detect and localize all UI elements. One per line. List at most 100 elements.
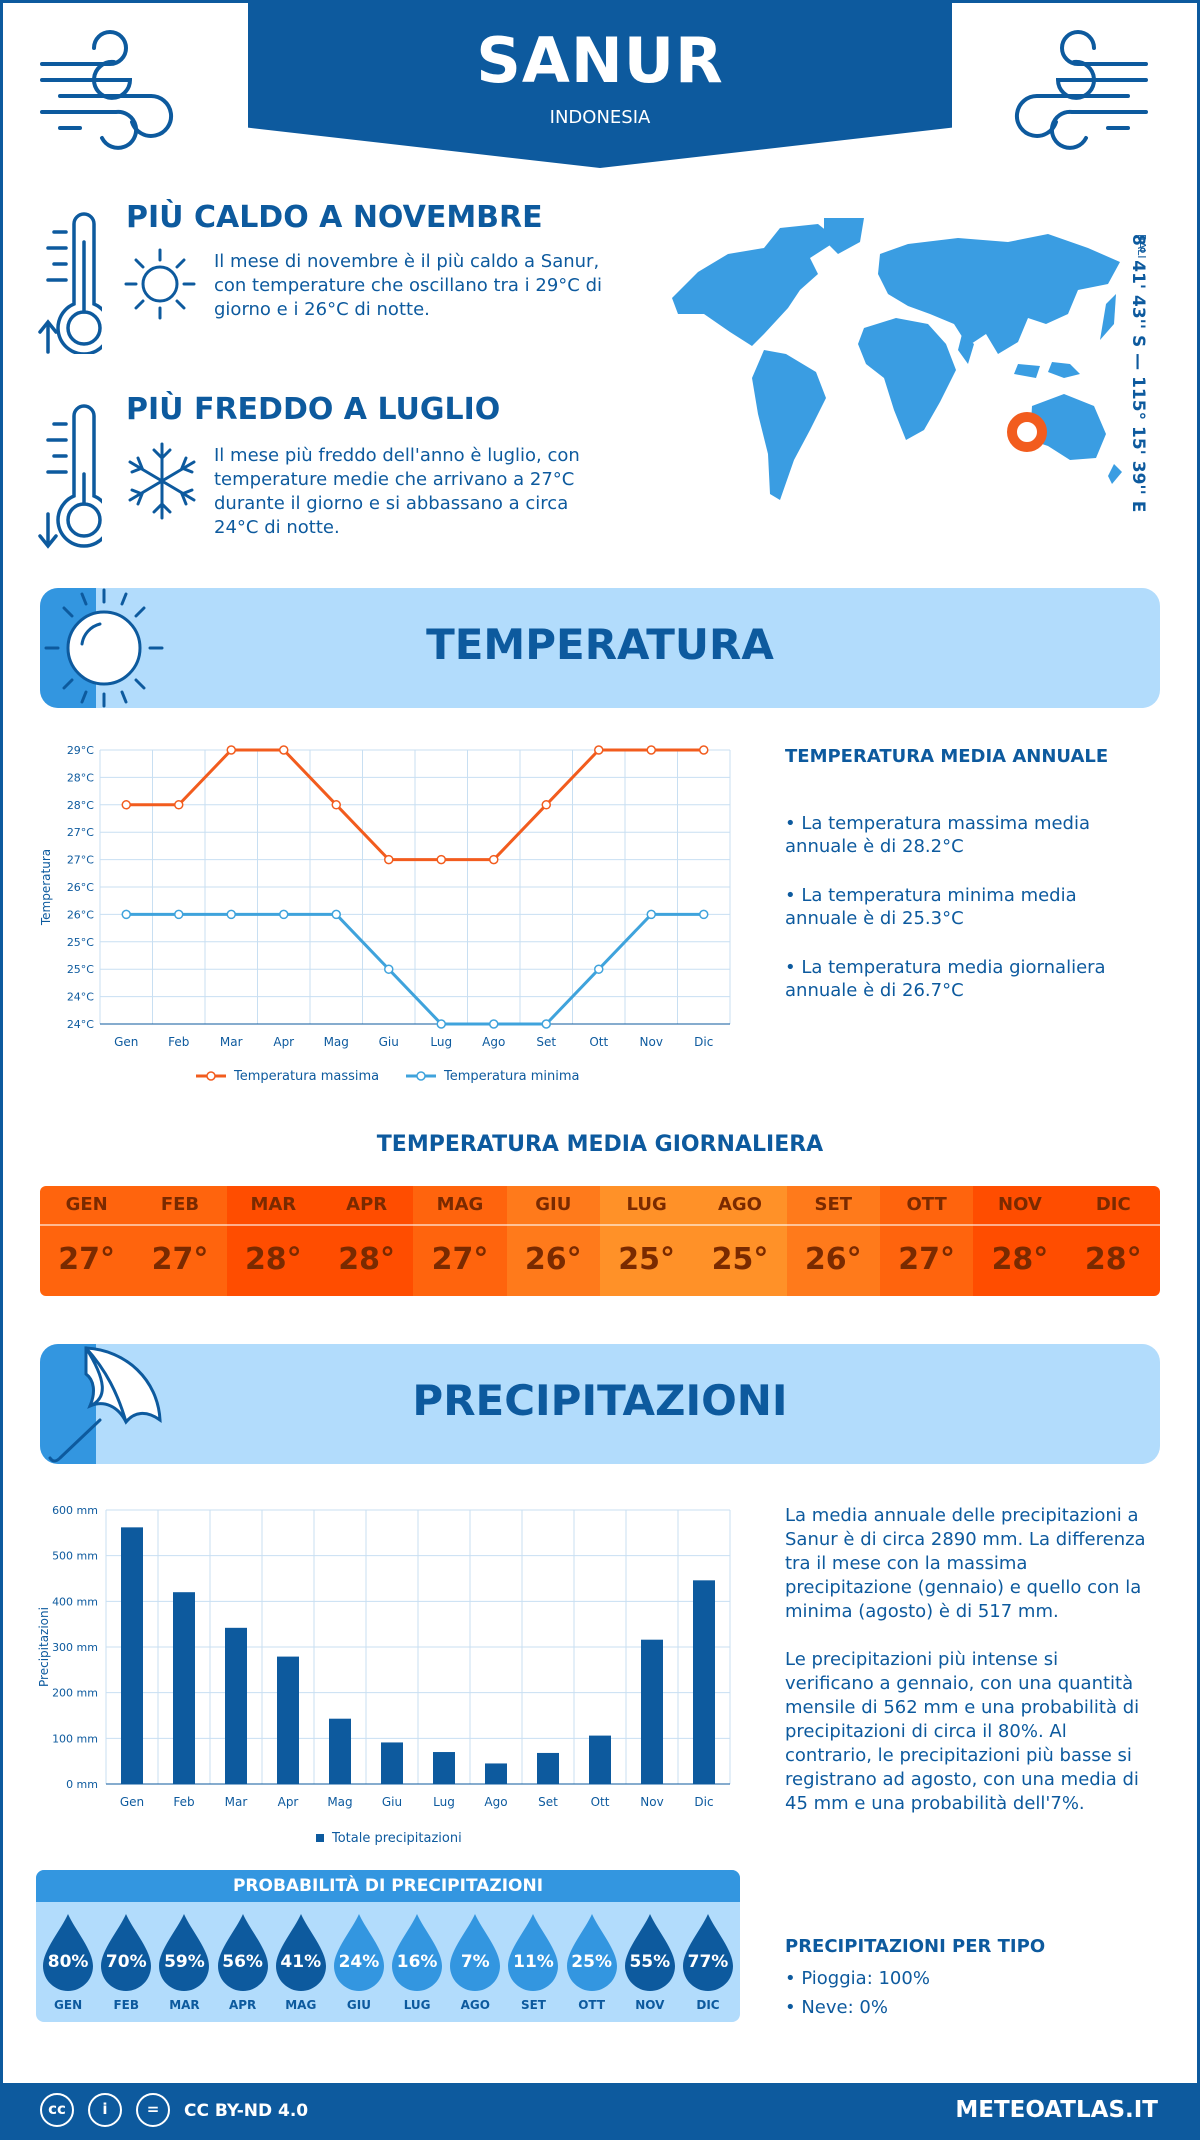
precip-probability-value: 16% [396, 1952, 438, 1972]
precip-probability-value: 56% [222, 1952, 263, 1972]
raindrop-icon [682, 1914, 733, 1991]
legend-label: Totale precipitazioni [331, 1831, 462, 1846]
y-tick-label: 300 mm [52, 1641, 98, 1654]
data-point [436, 854, 446, 865]
precip-probability-item: 56% APR [214, 1912, 272, 2012]
temp-stats: • La temperatura massima media annuale è… [785, 812, 1145, 1028]
precip-probability-month: MAR [169, 1998, 200, 2012]
bar [641, 1639, 663, 1784]
precip-probability-month: DIC [696, 1998, 720, 2012]
x-tick-label: Mar [220, 1035, 243, 1049]
x-tick-label: Lug [430, 1035, 452, 1049]
data-point [331, 909, 341, 920]
y-tick-label: 26°C [67, 881, 94, 894]
coldest-title: PIÙ FREDDO A LUGLIO [126, 392, 501, 427]
precip-probability-month: AGO [460, 1998, 490, 2012]
raindrop-icon [392, 1914, 443, 1991]
bar [225, 1627, 247, 1784]
bar [329, 1718, 351, 1784]
daily-temp-value: 28° [244, 1242, 302, 1277]
daily-temp-title: TEMPERATURA MEDIA GIORNALIERA [376, 1132, 824, 1157]
bar [485, 1763, 507, 1784]
sun-icon [44, 588, 164, 708]
temperature-banner-title: TEMPERATURA [426, 620, 774, 669]
data-point [174, 909, 184, 920]
daily-temp-value: 25° [711, 1242, 769, 1277]
y-tick-label: 400 mm [52, 1595, 98, 1608]
series-line [126, 912, 704, 1026]
precip-probability-value: 25% [571, 1952, 612, 1972]
wind-icon [40, 30, 174, 150]
y-axis-label: Temperatura [39, 849, 53, 926]
data-point [279, 745, 289, 755]
bar [693, 1580, 715, 1784]
data-point [646, 909, 656, 920]
data-point [174, 800, 184, 810]
x-tick-label: Mag [324, 1035, 349, 1049]
x-tick-label: Mag [327, 1795, 352, 1809]
series-line [126, 748, 704, 862]
precip-probability-month: GIU [346, 1998, 371, 2012]
precip-probability-item: 70% FEB [97, 1912, 155, 2012]
legend-swatch [316, 1834, 324, 1842]
data-point [436, 1019, 446, 1029]
daily-temp-month: FEB [133, 1186, 227, 1226]
precip-probability-item: 16% LUG [388, 1912, 446, 2012]
daily-temp-cell: DIC 28° [1066, 1186, 1160, 1296]
raindrop-icon [450, 1914, 501, 1991]
y-tick-label: 100 mm [52, 1732, 98, 1745]
daily-temp-month: GIU [506, 1186, 600, 1226]
y-tick-label: 27°C [67, 854, 94, 867]
precip-probability-item: 41% MAG [272, 1912, 330, 2012]
y-tick-label: 600 mm [52, 1504, 98, 1517]
data-point [121, 800, 131, 810]
precipitation-chart: 0 mm 100 mm 200 mm 300 mm 400 mm 500 mm 600 mm… [37, 1504, 731, 1846]
city-name: SANUR [476, 24, 724, 97]
legend-label: Temperatura minima [443, 1069, 580, 1084]
legend-label: Temperatura massima [233, 1069, 379, 1084]
daily-temp-month: APR [319, 1186, 414, 1226]
site-link[interactable]: METEOATLAS.IT [955, 2097, 1158, 2123]
y-tick-label: 28°C [67, 799, 94, 812]
daily-temp-strip: GEN 27° FEB 27° MAR 28° APR 28° MAG 27° GIU 26° LUG 2… [40, 1186, 1160, 1296]
daily-temp-cell: NOV 28° [973, 1186, 1067, 1296]
precip-probability-value: 80% [47, 1952, 89, 1972]
region-label: BALI [1135, 234, 1148, 259]
data-point [226, 909, 236, 920]
daily-temp-month: LUG [599, 1186, 694, 1226]
data-point [541, 1019, 551, 1029]
location-marker [1007, 412, 1047, 452]
data-point [594, 964, 604, 974]
wind-icon [1014, 30, 1148, 150]
x-tick-label: Dic [694, 1035, 713, 1049]
precip-probability-item: 80% GEN [39, 1912, 97, 2012]
y-tick-label: 24°C [67, 1018, 94, 1031]
precip-probability-panel: PROBABILITÀ DI PRECIPITAZIONI 80% GEN 70% F… [36, 1870, 740, 2022]
precip-probability-item: 55% NOV [621, 1912, 679, 2012]
precip-probability-item: 77% DIC [679, 1912, 737, 2012]
x-tick-label: Ott [591, 1795, 610, 1809]
bar [537, 1752, 559, 1784]
daily-temp-cell: FEB 27° [133, 1186, 227, 1296]
daily-temp-month: MAR [226, 1186, 320, 1226]
precipitation-banner: PRECIPITAZIONI [40, 1344, 1160, 1464]
data-point [384, 964, 394, 974]
legend-marker [206, 1071, 216, 1081]
precip-probability-value: 11% [513, 1952, 554, 1972]
daily-temp-month: SET [786, 1186, 880, 1226]
x-tick-label: Nov [640, 1035, 663, 1049]
x-tick-label: Apr [273, 1035, 294, 1049]
bar [121, 1527, 143, 1784]
raindrop-icon [275, 1914, 326, 1991]
raindrop-icon [43, 1914, 94, 1991]
daily-temp-cell: MAG 27° [413, 1186, 507, 1296]
temp-stat-max: • La temperatura massima media annuale è… [785, 813, 1091, 857]
data-point [541, 800, 551, 810]
y-tick-label: 27°C [67, 826, 94, 839]
y-tick-label: 29°C [67, 744, 94, 757]
data-point [489, 854, 499, 865]
bar [381, 1742, 403, 1784]
precip-probability-title: PROBABILITÀ DI PRECIPITAZIONI [36, 1870, 740, 1902]
thermometer-icon [38, 212, 102, 354]
hottest-text: Il mese di novembre è il più caldo a San… [214, 251, 603, 320]
